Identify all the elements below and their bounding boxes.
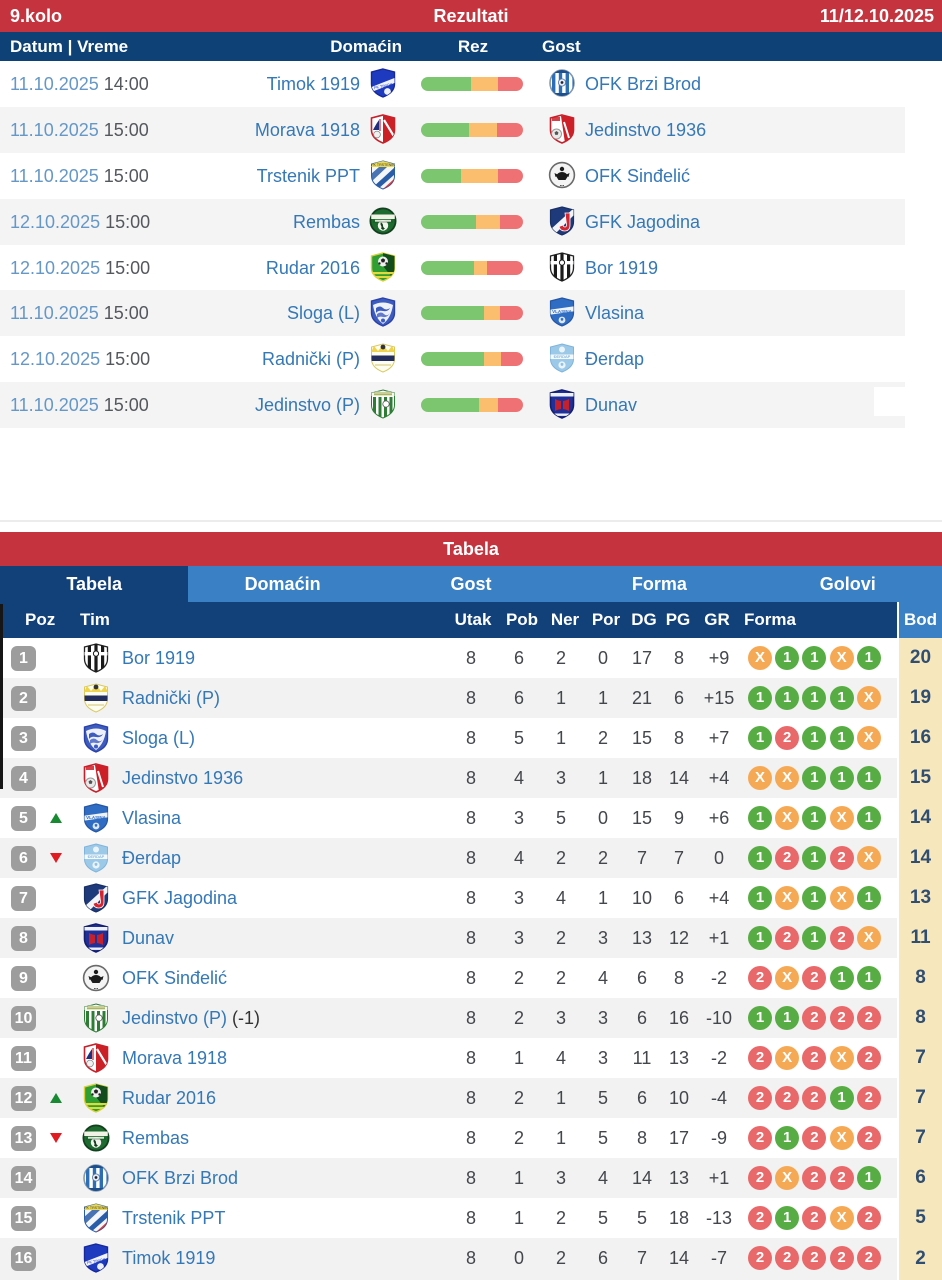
- svg-text:VLASINA: VLASINA: [86, 815, 107, 820]
- svg-text:ĐERDAP: ĐERDAP: [554, 354, 571, 359]
- svg-text:ĐERDAP: ĐERDAP: [88, 854, 105, 859]
- svg-text:•••: •••: [94, 986, 99, 991]
- svg-text:FK TRSTENIK: FK TRSTENIK: [84, 1206, 108, 1210]
- svg-text:FK TRSTENIK: FK TRSTENIK: [371, 163, 395, 167]
- svg-text:VLASINA: VLASINA: [552, 310, 573, 315]
- svg-text:FK TIMOK: FK TIMOK: [86, 1257, 106, 1266]
- svg-text:•••: •••: [560, 182, 565, 187]
- svg-text:FK TIMOK: FK TIMOK: [373, 82, 393, 91]
